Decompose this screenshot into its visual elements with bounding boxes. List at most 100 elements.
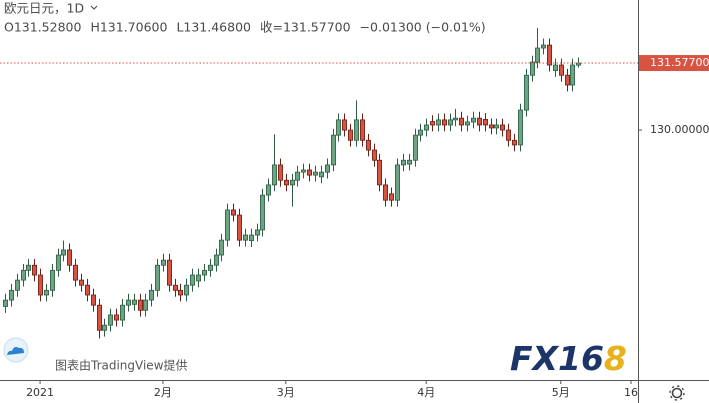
candle-body bbox=[218, 239, 224, 256]
candle-body bbox=[530, 61, 536, 76]
candle-body bbox=[154, 264, 160, 291]
candle-body bbox=[359, 119, 365, 141]
candle-body bbox=[341, 119, 347, 131]
candle-body bbox=[512, 139, 518, 146]
candle-body bbox=[493, 124, 499, 129]
candle-body bbox=[160, 259, 166, 266]
chevron-icon[interactable] bbox=[90, 5, 98, 10]
candle-body bbox=[126, 299, 132, 306]
candle-body bbox=[464, 121, 470, 126]
candle-body bbox=[441, 119, 447, 126]
candle-body bbox=[14, 279, 20, 291]
candle-body bbox=[108, 314, 114, 326]
candle-body bbox=[56, 254, 62, 271]
candle-body bbox=[353, 119, 359, 141]
candle-body bbox=[213, 254, 219, 266]
candle-body bbox=[189, 274, 195, 286]
x-tick-label: 2月 bbox=[154, 386, 172, 399]
candle-body bbox=[318, 171, 324, 178]
candle-body bbox=[417, 129, 423, 136]
candle-body bbox=[376, 159, 382, 186]
candle-body bbox=[207, 264, 213, 271]
candle-body bbox=[382, 184, 388, 201]
candle-body bbox=[224, 209, 230, 241]
candle-body bbox=[452, 117, 458, 121]
logo: FX168 bbox=[510, 339, 627, 378]
candle-body bbox=[254, 229, 260, 236]
candle-body bbox=[324, 164, 330, 173]
candle-body bbox=[38, 274, 44, 296]
last-price-label: 131.57700 bbox=[650, 56, 709, 69]
candle-body bbox=[137, 299, 143, 311]
x-tick-label: 3月 bbox=[277, 386, 295, 399]
x-tick-label: 4月 bbox=[417, 386, 435, 399]
candle-body bbox=[371, 149, 377, 161]
candle-body bbox=[73, 264, 79, 281]
candle-body bbox=[8, 289, 14, 301]
candle-body bbox=[259, 194, 265, 231]
candle-body bbox=[388, 193, 394, 201]
candle-body bbox=[406, 159, 412, 165]
candle-body bbox=[447, 119, 453, 126]
candle-body bbox=[300, 169, 306, 173]
candle-body bbox=[312, 171, 318, 176]
chart-title: 欧元日元，1D bbox=[4, 1, 84, 16]
candle-body bbox=[488, 124, 494, 129]
candle-body bbox=[142, 299, 148, 311]
candle-body bbox=[289, 179, 295, 186]
x-tick-label: 5月 bbox=[552, 386, 570, 399]
candle-body bbox=[79, 279, 85, 286]
candle-body bbox=[330, 134, 336, 166]
candle-body bbox=[230, 209, 236, 216]
watermark: 图表由TradingView提供 bbox=[55, 358, 188, 373]
candle-body bbox=[114, 314, 120, 321]
candle-body bbox=[553, 64, 559, 71]
candle-body bbox=[166, 259, 172, 286]
candle-body bbox=[518, 109, 524, 146]
last-price-box bbox=[639, 55, 709, 72]
candle-body bbox=[265, 184, 271, 196]
candle-body bbox=[565, 74, 571, 86]
candle-body bbox=[131, 299, 137, 305]
candle-body bbox=[423, 124, 429, 131]
candle-body bbox=[148, 289, 154, 301]
ohlc-header: O131.52800 H131.70600 L131.46800 收=131.5770… bbox=[4, 20, 486, 35]
candle-body bbox=[499, 124, 505, 131]
candle-body bbox=[271, 164, 277, 186]
candle-body bbox=[177, 289, 183, 296]
candle-body bbox=[559, 64, 565, 76]
ohlc-value: 收=131.57700 bbox=[260, 20, 351, 35]
candle-body bbox=[3, 299, 8, 307]
tradingview-icon bbox=[3, 337, 29, 363]
candle-body bbox=[25, 264, 31, 271]
candle-body bbox=[524, 74, 530, 111]
candle-body bbox=[50, 269, 56, 291]
candle-body bbox=[458, 117, 464, 126]
candle-body bbox=[120, 304, 126, 321]
logo-main: FX16 bbox=[510, 339, 604, 378]
candle-body bbox=[429, 121, 435, 126]
ohlc-value: L131.46800 bbox=[176, 20, 251, 35]
candle-body bbox=[283, 179, 289, 186]
candle-body bbox=[183, 284, 189, 296]
candle-body bbox=[347, 129, 353, 141]
x-tick-label: 16 bbox=[624, 386, 638, 399]
candle-body bbox=[294, 171, 300, 181]
gear-icon[interactable] bbox=[669, 385, 685, 401]
candle-body bbox=[85, 284, 91, 296]
candle-body bbox=[61, 249, 67, 256]
candle-body bbox=[32, 264, 38, 276]
candle-body bbox=[505, 129, 511, 141]
ohlc-value: H131.70600 bbox=[90, 20, 167, 35]
candle-body bbox=[541, 44, 547, 49]
plot bbox=[0, 28, 638, 339]
candle-body bbox=[236, 214, 242, 241]
candle-body bbox=[97, 304, 103, 331]
candle-body bbox=[535, 47, 541, 63]
ohlc-value: O131.52800 bbox=[4, 20, 81, 35]
candle-body bbox=[242, 234, 248, 241]
candle-body bbox=[277, 164, 283, 181]
candle-body bbox=[44, 289, 50, 296]
